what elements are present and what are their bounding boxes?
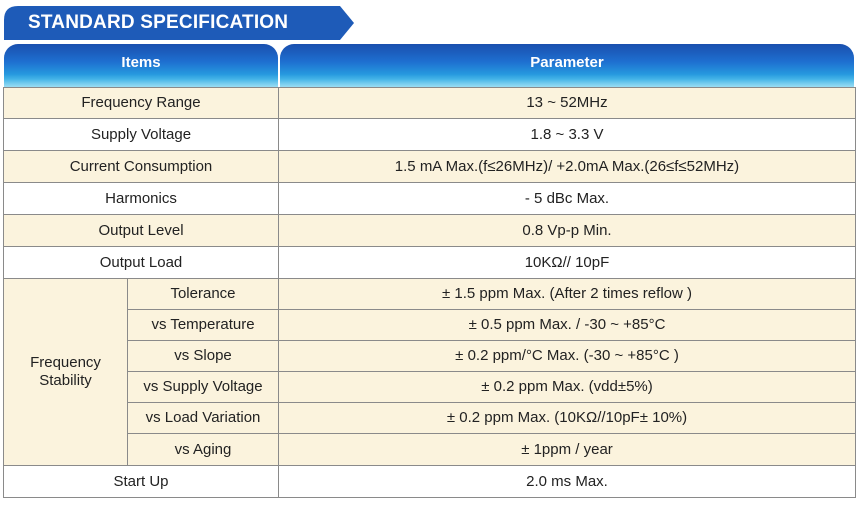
table-row: Output Level 0.8 Vp-p Min. [3,214,856,247]
value-cell: 1.5 mA Max.(f≤26MHz)/ +2.0mA Max.(26≤f≤5… [278,150,856,183]
group-label-line2: Stability [39,372,92,389]
value-cell: ± 1.5 ppm Max. (After 2 times reflow ) [278,278,856,310]
item-cell: Frequency Range [3,87,279,119]
section-banner: STANDARD SPECIFICATION [4,6,354,40]
sub-item-cell: vs Supply Voltage [127,371,279,403]
parameter-header-label: Parameter [530,54,604,71]
sub-item-cell: vs Temperature [127,309,279,341]
table-row: vs Temperature ± 0.5 ppm Max. / -30 ~ +8… [4,309,856,341]
sub-item-cell: vs Slope [127,340,279,372]
value-cell: 0.8 Vp-p Min. [278,214,856,247]
item-cell: Current Consumption [3,150,279,183]
table-row: Start Up 2.0 ms Max. [3,465,856,498]
table-row: Harmonics - 5 dBc Max. [3,182,856,215]
table-row: vs Aging ± 1ppm / year [4,433,856,466]
table-row: Current Consumption 1.5 mA Max.(f≤26MHz)… [3,150,856,183]
sub-item-cell: vs Load Variation [127,402,279,434]
item-cell: Supply Voltage [3,118,279,151]
item-cell: Start Up [3,465,279,498]
value-cell: ± 0.2 ppm/°C Max. (-30 ~ +85°C ) [278,340,856,372]
frequency-stability-group-cell: Frequency Stability [3,278,128,466]
items-header-label: Items [121,54,161,71]
value-cell: ± 0.2 ppm Max. (10KΩ//10pF± 10%) [278,402,856,434]
item-cell: Output Load [3,246,279,279]
item-cell: Harmonics [3,182,279,215]
parameter-column-header: Parameter [280,44,854,88]
table-row: Frequency Range 13 ~ 52MHz [3,87,856,119]
value-cell: 10KΩ// 10pF [278,246,856,279]
specification-table: Frequency Range 13 ~ 52MHz Supply Voltag… [3,87,856,498]
section-title: STANDARD SPECIFICATION [28,12,289,33]
table-row: Supply Voltage 1.8 ~ 3.3 V [3,118,856,151]
sub-item-cell: vs Aging [127,433,279,466]
item-cell: Output Level [3,214,279,247]
sub-item-cell: Tolerance [127,278,279,310]
value-cell: - 5 dBc Max. [278,182,856,215]
banner-arrow-shape [4,6,354,40]
value-cell: 2.0 ms Max. [278,465,856,498]
value-cell: 13 ~ 52MHz [278,87,856,119]
table-row: vs Load Variation ± 0.2 ppm Max. (10KΩ//… [4,402,856,434]
table-row: vs Supply Voltage ± 0.2 ppm Max. (vdd±5%… [4,371,856,403]
table-row: Frequency Stability Tolerance ± 1.5 ppm … [3,278,856,466]
value-cell: ± 1ppm / year [278,433,856,466]
group-label-line1: Frequency [30,354,101,371]
value-cell: 1.8 ~ 3.3 V [278,118,856,151]
table-row: Output Load 10KΩ// 10pF [3,246,856,279]
items-column-header: Items [4,44,278,88]
value-cell: ± 0.2 ppm Max. (vdd±5%) [278,371,856,403]
value-cell: ± 0.5 ppm Max. / -30 ~ +85°C [278,309,856,341]
table-row: vs Slope ± 0.2 ppm/°C Max. (-30 ~ +85°C … [4,340,856,372]
